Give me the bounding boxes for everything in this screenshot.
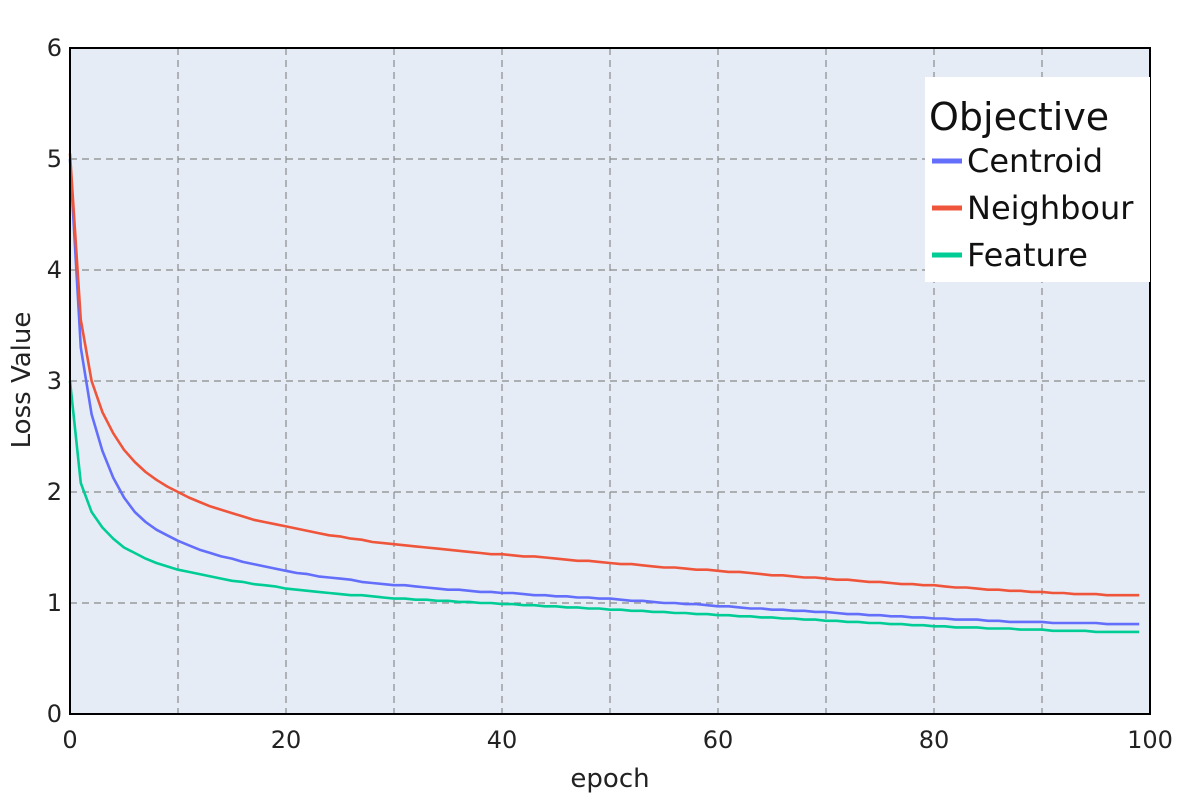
y-tick-label: 1 <box>47 589 62 617</box>
y-tick-label: 6 <box>47 34 62 62</box>
x-tick-label: 100 <box>1127 726 1173 754</box>
y-tick-label: 4 <box>47 256 62 284</box>
y-tick-label: 2 <box>47 478 62 506</box>
series-line-feature <box>68 380 1140 634</box>
x-tick-label: 0 <box>62 726 77 754</box>
legend-title: Objective <box>929 95 1109 139</box>
y-tick-label: 3 <box>47 367 62 395</box>
series-lines <box>68 153 1140 634</box>
x-axis-title: epoch <box>570 764 649 794</box>
legend-label-feature: Feature <box>967 236 1088 274</box>
legend-items: Centroid Neighbour Feature <box>932 142 1134 274</box>
x-tick-label: 80 <box>919 726 950 754</box>
legend-background <box>925 77 1150 282</box>
series-line-neighbour <box>68 153 1140 597</box>
x-tick-label: 60 <box>703 726 734 754</box>
series-line-centroid <box>68 158 1140 626</box>
legend-label-neighbour: Neighbour <box>967 189 1134 227</box>
legend-label-centroid: Centroid <box>967 142 1103 180</box>
y-axis-title: Loss Value <box>7 312 37 449</box>
axis-ticks: 0 20 40 60 80 100 0 1 2 3 4 5 6 <box>47 34 1173 754</box>
x-tick-label: 40 <box>487 726 518 754</box>
legend: Objective Centroid Neighbour Feature <box>925 77 1150 282</box>
y-tick-label: 5 <box>47 145 62 173</box>
y-tick-label: 0 <box>47 700 62 728</box>
plot-frame <box>69 47 1151 715</box>
x-tick-label: 20 <box>271 726 302 754</box>
